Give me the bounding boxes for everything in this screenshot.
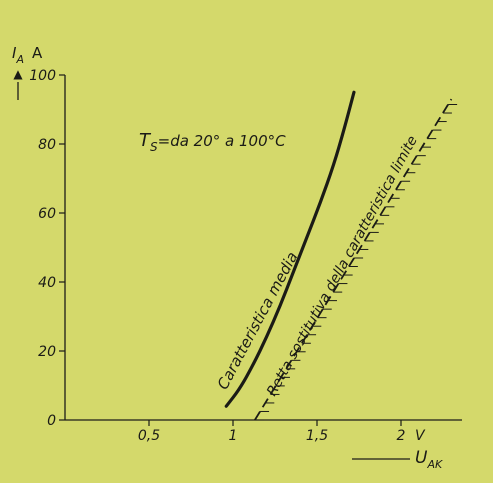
annotation-subscript: S: [150, 140, 158, 154]
series-layer: [224, 90, 458, 421]
ticks-layer: 0 20 40 60 80 100 0,5 1 1,5 2: [29, 68, 405, 444]
series-line-retta-sostitutiva: [254, 98, 453, 421]
x-axis-title: UAK: [415, 448, 443, 471]
y-tick-label: 60: [38, 206, 56, 222]
x-tick-label: 0,5: [138, 428, 160, 444]
x-tick-label: 1: [229, 428, 238, 444]
annotation-text: =da 20° a 100°C: [158, 132, 286, 150]
y-tick-label: 40: [38, 275, 56, 291]
series-line-caratteristica-media: [224, 90, 356, 408]
y-tick-label: 100: [29, 68, 56, 84]
x-tick-label: 2: [397, 428, 406, 444]
annotation-symbol: T: [139, 130, 152, 151]
series-hatching: [254, 103, 458, 421]
y-axis-unit: A: [32, 44, 43, 62]
y-axis-title: IA A: [12, 44, 43, 66]
y-axis-subscript: A: [15, 53, 24, 66]
x-axis-subscript: AK: [426, 458, 443, 471]
x-axis-symbol: U: [415, 448, 428, 468]
y-tick-label: 20: [38, 344, 56, 360]
x-axis-unit: V: [415, 428, 426, 444]
axes-layer: ▲: [13, 67, 462, 460]
y-axis-arrow-icon: ▲: [13, 67, 23, 81]
temperature-annotation: TS=da 20° a 100°C: [139, 130, 286, 154]
y-tick-label: 80: [38, 137, 56, 153]
x-tick-label: 1,5: [306, 428, 328, 444]
y-tick-label: 0: [47, 413, 56, 429]
y-axis-symbol: I: [12, 44, 17, 62]
